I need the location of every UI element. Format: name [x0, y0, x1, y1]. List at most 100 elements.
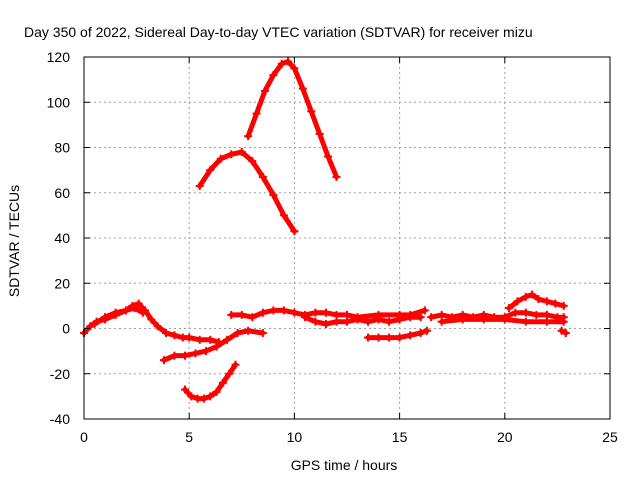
series-arc-high-peak	[245, 59, 339, 180]
data-point	[511, 308, 520, 317]
data-point	[101, 313, 110, 322]
data-point	[237, 310, 246, 319]
data-point	[559, 301, 568, 310]
data-point	[231, 360, 240, 369]
data-point	[279, 211, 288, 220]
y-tick-label: 0	[62, 321, 70, 337]
data-point	[311, 308, 320, 317]
data-point	[90, 319, 99, 328]
data-point	[191, 349, 200, 358]
data-point	[248, 313, 257, 322]
data-point	[244, 132, 253, 141]
y-tick-label: 80	[54, 140, 70, 156]
data-point	[233, 329, 242, 338]
data-point	[353, 315, 362, 324]
data-point	[277, 59, 286, 68]
x-tick-label: 5	[185, 429, 193, 445]
data-point	[479, 315, 488, 324]
data-point	[298, 84, 307, 93]
data-point	[269, 71, 278, 80]
data-point	[227, 150, 236, 159]
data-point	[162, 329, 171, 338]
axis-ticks: 0 5 10 15 20 25 -40 -20 0 20 40 60 80 100 120	[47, 49, 618, 445]
x-tick-label: 0	[80, 429, 88, 445]
data-point	[437, 310, 446, 319]
data-point	[534, 295, 543, 304]
data-point	[321, 319, 330, 328]
data-point	[269, 306, 278, 315]
data-point	[244, 326, 253, 335]
data-point	[437, 317, 446, 326]
data-point	[248, 157, 257, 166]
data-point	[315, 129, 324, 138]
data-point	[284, 57, 293, 66]
data-point	[195, 335, 204, 344]
data-point	[321, 308, 330, 317]
data-point	[290, 64, 299, 73]
series-arc-lower-negative	[161, 328, 266, 363]
data-point	[180, 385, 189, 394]
data-point	[237, 148, 246, 157]
data-point	[153, 322, 162, 331]
data-point	[551, 299, 560, 308]
data-point	[542, 317, 551, 326]
x-tick-label: 10	[287, 429, 303, 445]
data-point	[202, 347, 211, 356]
data-point	[216, 154, 225, 163]
data-point	[385, 333, 394, 342]
x-tick-label: 20	[497, 429, 513, 445]
data-point	[559, 317, 568, 326]
data-point	[311, 317, 320, 326]
data-point	[180, 351, 189, 360]
data-point	[542, 310, 551, 319]
data-point	[212, 387, 221, 396]
data-point	[374, 315, 383, 324]
data-point	[300, 313, 309, 322]
data-point	[416, 329, 425, 338]
data-point	[170, 351, 179, 360]
x-tick-label: 25	[602, 429, 618, 445]
y-axis-label: SDTVAR / TECUs	[6, 185, 22, 297]
data-point	[521, 308, 530, 317]
data-point	[364, 317, 373, 326]
chart-title: Day 350 of 2022, Sidereal Day-to-day VTE…	[24, 24, 533, 40]
data-point	[134, 299, 143, 308]
data-point	[111, 308, 120, 317]
data-point	[130, 304, 139, 313]
series-arc-mid-peak	[197, 149, 297, 234]
data-point	[206, 335, 215, 344]
y-tick-label: 100	[47, 94, 71, 110]
x-tick-label: 15	[392, 429, 408, 445]
data-point	[170, 331, 179, 340]
plot-frame	[83, 56, 611, 420]
data-point	[258, 172, 267, 181]
data-point	[195, 181, 204, 190]
data-point	[227, 310, 236, 319]
data-point	[406, 313, 415, 322]
grid-lines	[84, 57, 610, 419]
data-point	[206, 392, 215, 401]
data-point	[395, 333, 404, 342]
data-point	[343, 310, 351, 319]
data-point	[199, 394, 208, 403]
data-point	[532, 310, 541, 319]
data-point	[458, 315, 467, 324]
data-point	[269, 191, 278, 200]
data-point	[307, 107, 316, 116]
data-point	[260, 86, 269, 95]
data-point	[159, 356, 168, 365]
data-point	[138, 308, 147, 317]
data-point	[225, 369, 234, 378]
y-tick-label: -20	[50, 366, 70, 382]
data-point	[252, 109, 261, 118]
data-point	[528, 290, 537, 299]
data-point	[258, 329, 267, 338]
data-point	[258, 308, 267, 317]
data-point	[332, 172, 341, 181]
data-point	[147, 315, 156, 324]
data-point	[542, 297, 551, 306]
y-tick-label: 40	[54, 230, 70, 246]
data-point	[395, 315, 404, 324]
data-point	[385, 317, 394, 326]
